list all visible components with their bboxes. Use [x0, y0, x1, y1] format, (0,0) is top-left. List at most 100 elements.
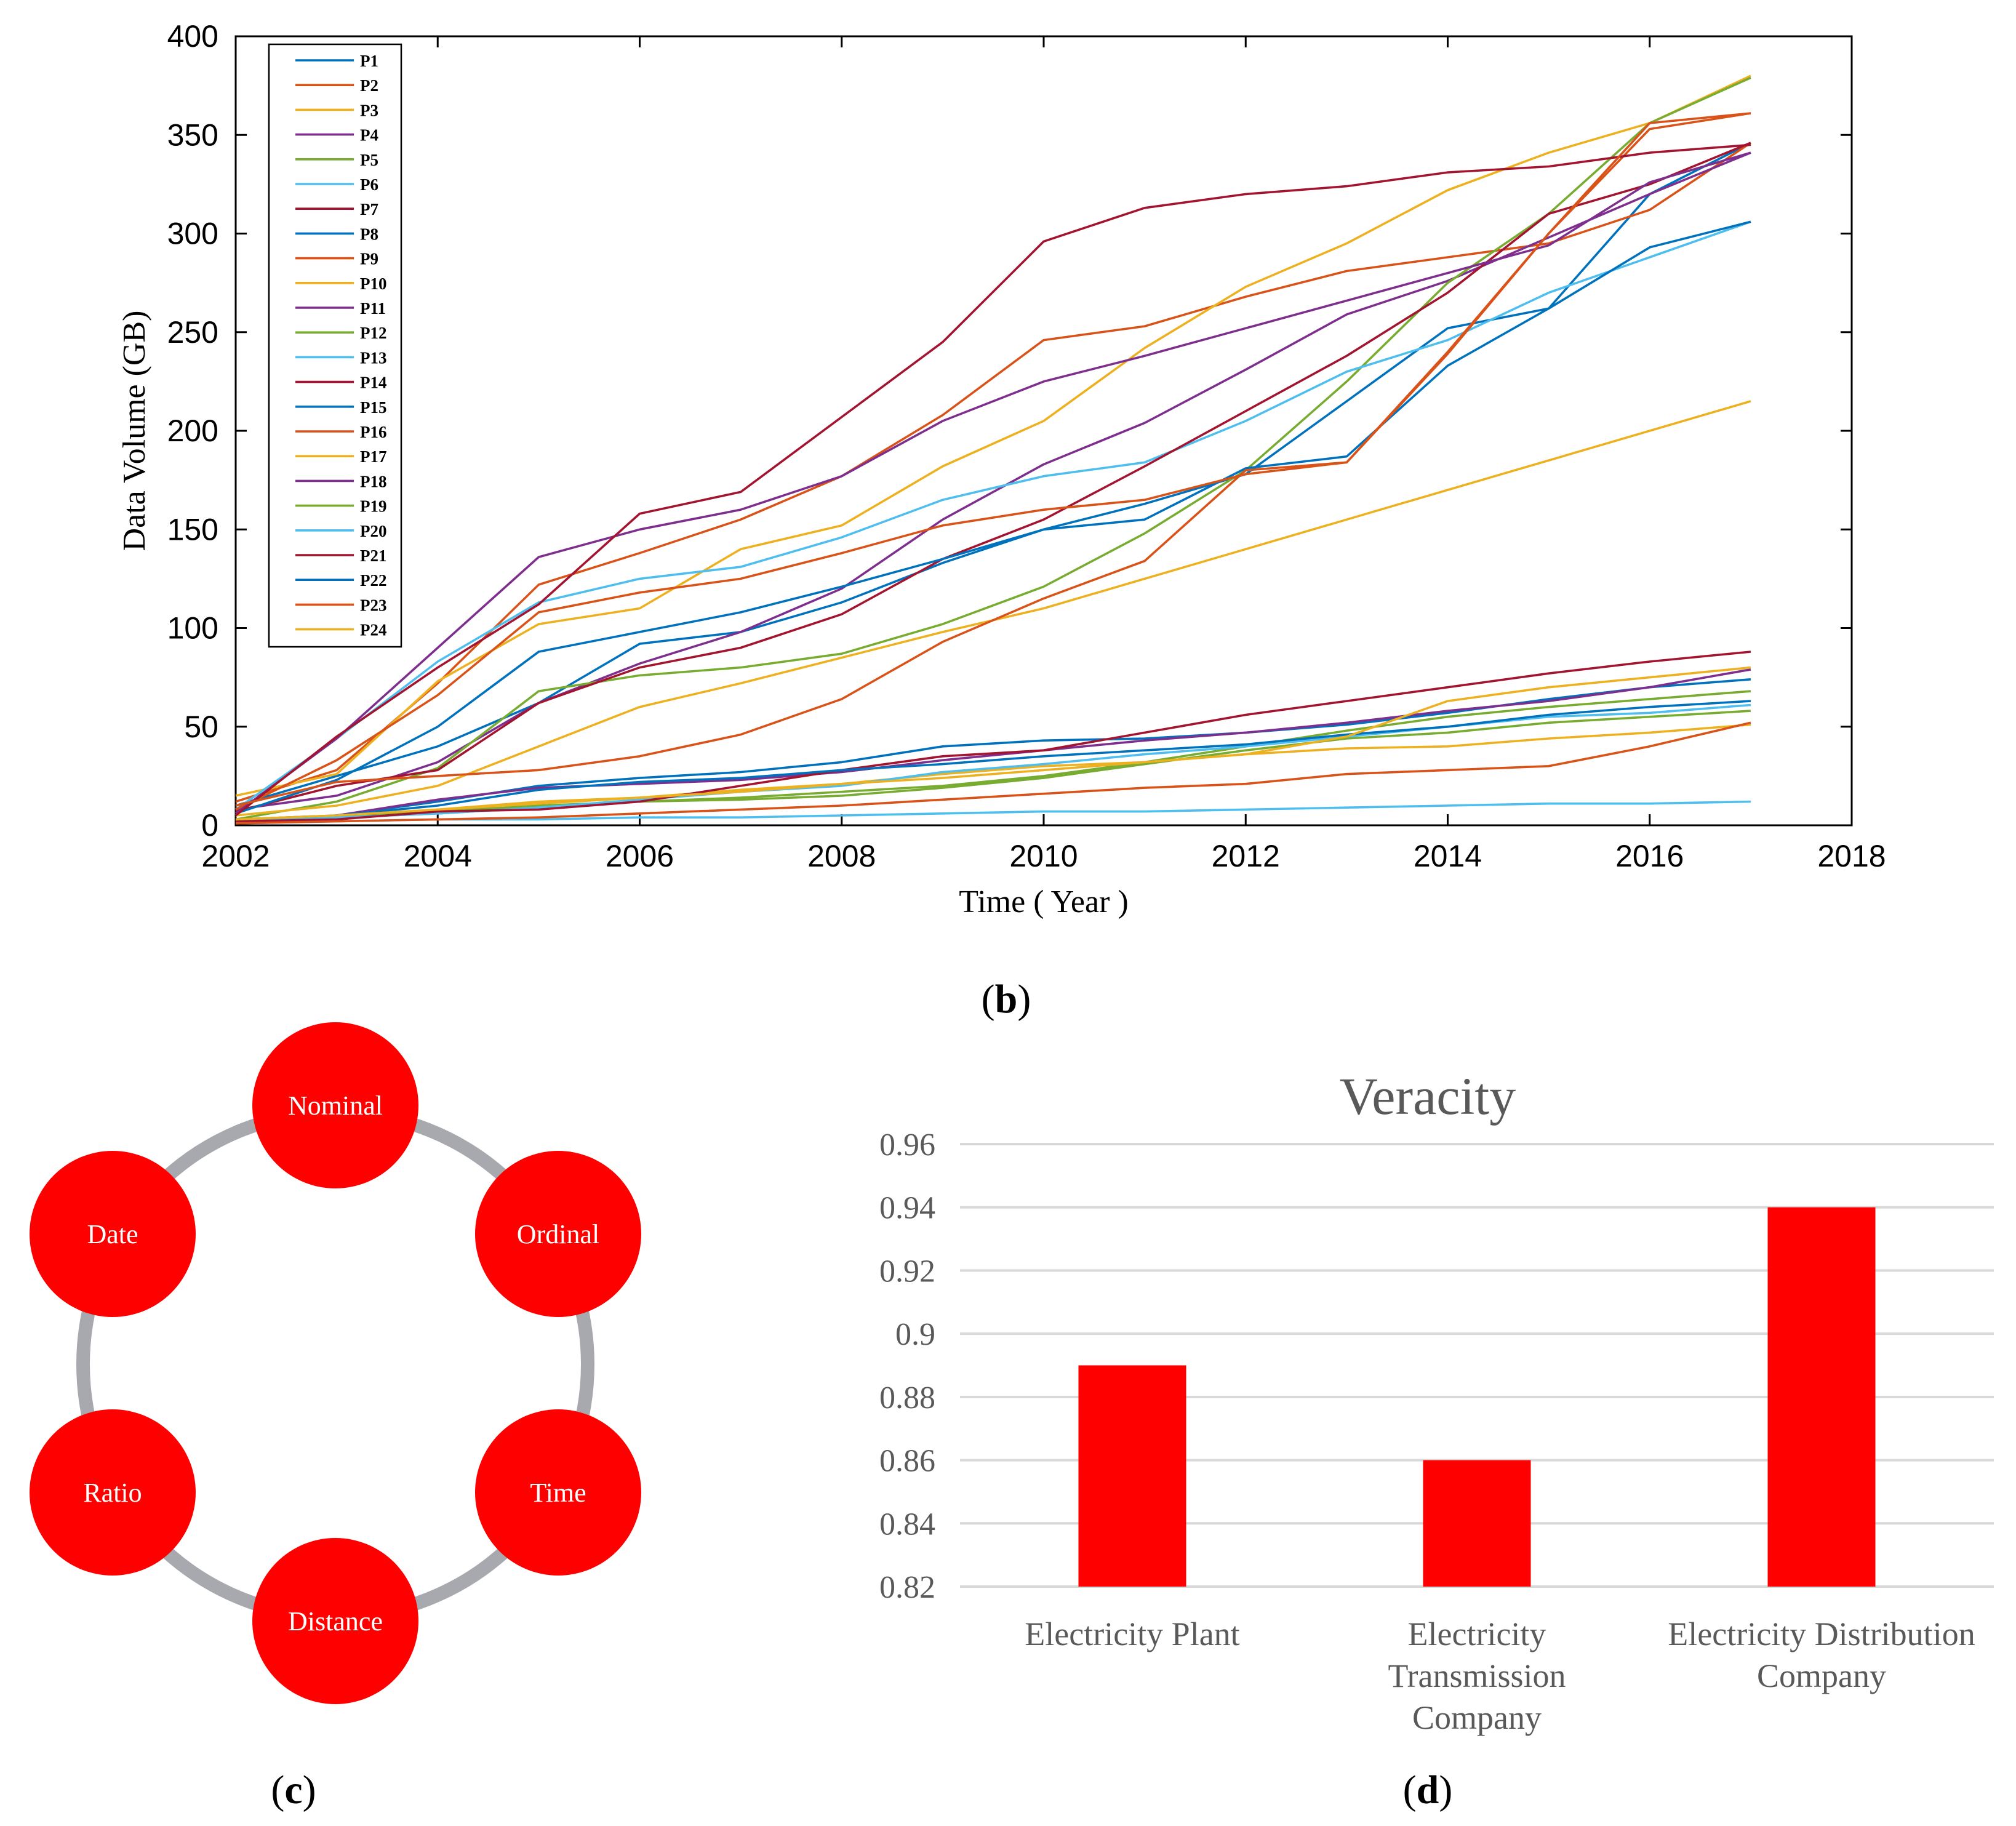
- y-tick-label: 0.92: [879, 1254, 935, 1289]
- category-label: Company: [1757, 1657, 1886, 1694]
- legend-entry: P19: [360, 497, 387, 516]
- node-label: Date: [87, 1219, 138, 1249]
- legend-entry: P15: [360, 398, 387, 417]
- y-tick-label: 350: [167, 118, 218, 152]
- node-label: Nominal: [288, 1091, 383, 1121]
- legend: P1 P2 P3 P4 P5 P6 P7 P8 P9 P10 P11 P12 P13 P14 P15 P16 P…: [268, 43, 402, 648]
- node-date: Date: [30, 1151, 196, 1317]
- y-tick-label: 250: [167, 315, 218, 350]
- legend-entry: P8: [360, 225, 378, 243]
- node-circle: [30, 1151, 196, 1317]
- y-tick-label: 0.84: [879, 1507, 935, 1542]
- node-ratio: Ratio: [30, 1409, 196, 1576]
- node-nominal: Nominal: [252, 1022, 418, 1188]
- category-label: Transmission: [1388, 1657, 1566, 1694]
- panel-label-c: (c): [271, 1768, 316, 1812]
- legend-entry: P11: [360, 299, 386, 318]
- legend-entry: P7: [360, 200, 378, 218]
- node-time: Time: [475, 1409, 641, 1576]
- legend-entry: P6: [360, 175, 378, 194]
- node-label: Ordinal: [517, 1219, 599, 1249]
- category-label: Electricity Distribution: [1668, 1616, 1975, 1652]
- y-tick-label: 0: [201, 808, 218, 843]
- node-circle: [475, 1409, 641, 1576]
- series-line-p14: [234, 143, 1751, 817]
- series-line-p15: [235, 678, 1751, 823]
- node-circle: [30, 1409, 196, 1576]
- series-line-p24: [235, 666, 1751, 821]
- series-line-p18: [235, 668, 1751, 823]
- y-tick-label: 100: [167, 611, 218, 646]
- y-axis-label: Data Volume (GB): [117, 311, 152, 551]
- category-label: Electricity: [1408, 1616, 1546, 1652]
- panel-letter-d: d: [1417, 1768, 1439, 1812]
- legend-entry: P23: [360, 596, 387, 614]
- series-line-p21: [235, 651, 1751, 823]
- x-tick-label: 2006: [606, 839, 674, 873]
- x-tick-label: 2004: [404, 839, 472, 873]
- node-circle: [252, 1538, 418, 1704]
- node-label: Distance: [288, 1606, 383, 1636]
- node-label: Time: [530, 1478, 586, 1508]
- series-line-p5: [235, 76, 1751, 821]
- series-lines: [234, 74, 1751, 825]
- chart-title: Veracity: [1340, 1067, 1516, 1126]
- x-tick-label: 2012: [1212, 839, 1280, 873]
- legend-entry: P13: [360, 348, 387, 367]
- legend-entry: P24: [360, 621, 387, 639]
- series-line-p8: [235, 220, 1751, 815]
- x-tick-label: 2002: [201, 839, 270, 873]
- y-tick-label: 0.88: [879, 1380, 935, 1416]
- x-tick-label: 2014: [1414, 839, 1482, 873]
- node-circle: [252, 1022, 418, 1188]
- ring-nodes: Nominal Ordinal Time Distance Ratio Date: [30, 1022, 641, 1704]
- category-labels: Electricity Plant Electricity Transmission…: [1025, 1616, 1975, 1736]
- y-tick-label: 300: [167, 217, 218, 251]
- node-distance: Distance: [252, 1538, 418, 1704]
- legend-entry: P20: [360, 522, 387, 540]
- node-ordinal: Ordinal: [475, 1151, 641, 1317]
- bar-chart-panel: Veracity 0.82 0.84 0.86 0.88 0.9 0.92 0.94 0.96…: [879, 1067, 1994, 1812]
- line-chart-panel: 2002 2004 2006 2008 2010 2012 2014 2016 2018 0 50…: [117, 19, 1886, 1022]
- legend-entry: P9: [360, 250, 378, 268]
- series-line-p19: [235, 710, 1751, 823]
- y-tick-label: 0.82: [879, 1570, 935, 1605]
- panel-label-b: (b): [982, 977, 1031, 1022]
- bar: [1767, 1207, 1876, 1587]
- legend-entry: P16: [360, 423, 387, 441]
- node-label: Ratio: [83, 1478, 142, 1508]
- x-tick-label: 2010: [1009, 839, 1078, 873]
- ring-diagram-panel: Nominal Ordinal Time Distance Ratio Date (c): [30, 1022, 641, 1812]
- series-line-p9: [235, 112, 1751, 811]
- node-circle: [475, 1151, 641, 1317]
- legend-entry: P18: [360, 472, 387, 491]
- legend-entry: P12: [360, 324, 387, 342]
- bars: [1078, 1207, 1876, 1587]
- series-line-p23: [235, 721, 1751, 825]
- series-line-p3: [235, 74, 1751, 797]
- x-tick-label: 2018: [1817, 839, 1886, 873]
- y-tick-label: 0.96: [879, 1127, 935, 1163]
- legend-entry: P2: [360, 76, 378, 95]
- y-tick-label: 0.9: [895, 1317, 935, 1352]
- legend-entry: P17: [360, 447, 387, 466]
- bar: [1078, 1365, 1186, 1587]
- legend-entry: P21: [360, 547, 387, 565]
- category-label: Company: [1412, 1699, 1542, 1736]
- y-tick-label: 400: [167, 19, 218, 54]
- panel-letter-c: c: [284, 1768, 302, 1812]
- y-tick-label: 150: [167, 512, 218, 547]
- legend-entry: P3: [360, 101, 378, 119]
- panel-letter-b: b: [995, 977, 1018, 1022]
- series-line-p6: [234, 220, 1751, 811]
- series-line-p2: [235, 142, 1751, 803]
- series-line-p7: [235, 142, 1751, 813]
- category-label: Electricity Plant: [1025, 1616, 1239, 1652]
- series-line-p11: [234, 151, 1751, 815]
- series-line-p16: [235, 112, 1751, 807]
- legend-entry: P1: [360, 52, 378, 70]
- x-axis-label: Time ( Year ): [959, 884, 1128, 919]
- x-tick-label: 2016: [1615, 839, 1684, 873]
- legend-entry: P22: [360, 571, 387, 590]
